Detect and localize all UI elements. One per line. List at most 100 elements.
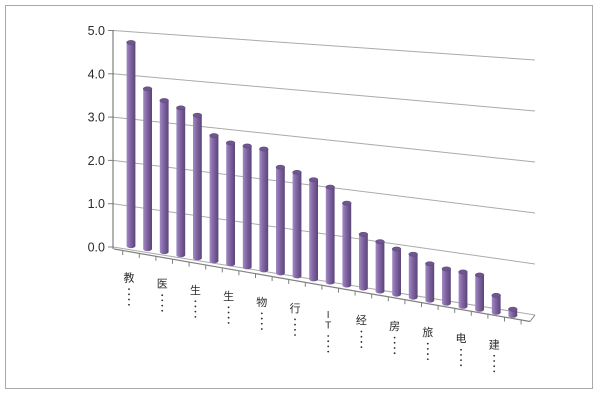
y-tick-label: 5.0 (88, 24, 105, 38)
label-ellipsis-dot (161, 309, 164, 312)
bar-top-cap (225, 140, 236, 146)
x-label-char: 生 (223, 289, 234, 303)
label-ellipsis-dot (460, 348, 462, 351)
x-category-label: IT (325, 310, 331, 353)
label-ellipsis-dot (161, 299, 164, 302)
bar (441, 266, 452, 306)
bar (259, 146, 269, 273)
label-ellipsis-dot (426, 342, 429, 345)
label-ellipsis-dot (360, 341, 363, 343)
label-ellipsis-dot (194, 300, 197, 303)
x-category-label: 行 (290, 302, 301, 336)
label-ellipsis-dot (460, 359, 462, 362)
bar-top-cap (259, 146, 269, 152)
bar-top-cap (292, 170, 302, 175)
label-ellipsis-dot (360, 335, 363, 338)
label-ellipsis-dot (128, 288, 130, 291)
x-category-label: 房 (389, 320, 400, 355)
bar-top-cap (408, 251, 418, 257)
bar (225, 140, 236, 267)
label-ellipsis-dot (460, 364, 462, 367)
bar-top-cap (474, 272, 485, 278)
label-ellipsis-dot (227, 306, 230, 309)
label-ellipsis-dot (393, 341, 396, 344)
label-ellipsis-dot (128, 303, 130, 306)
label-ellipsis-dot (294, 334, 296, 336)
x-category-label: 经 (356, 314, 367, 349)
bar-top-cap (325, 184, 335, 190)
label-ellipsis-dot (327, 345, 330, 348)
bar (159, 98, 169, 255)
label-ellipsis-dot (493, 370, 496, 373)
label-ellipsis-dot (260, 312, 263, 315)
bar (458, 269, 468, 309)
gridlines (108, 30, 536, 316)
bar-top-cap (142, 86, 153, 92)
x-label-char: 物 (256, 295, 267, 309)
bar (508, 306, 518, 318)
bar-top-cap (275, 164, 286, 170)
x-category-label: 建 (489, 337, 500, 373)
gridline (112, 116, 536, 163)
label-ellipsis-dot (260, 328, 263, 330)
label-ellipsis-dot (426, 353, 429, 355)
bar (391, 246, 402, 297)
gridline (112, 203, 536, 265)
label-ellipsis-dot (194, 305, 197, 308)
label-ellipsis-dot (327, 335, 330, 337)
bar (325, 184, 335, 285)
bar-top-cap (209, 133, 219, 138)
x-label-char: T (325, 320, 331, 331)
label-ellipsis-dot (260, 322, 263, 325)
y-tick-label: 3.0 (88, 111, 105, 125)
bar-top-cap (375, 239, 385, 244)
label-ellipsis-dot (227, 316, 230, 319)
x-label-char: 建 (489, 337, 500, 351)
x-category-label: 生 (223, 289, 234, 324)
x-category-label: 电 (456, 332, 467, 367)
label-ellipsis-dot (227, 322, 230, 324)
bar (176, 105, 186, 258)
bar-top-cap (425, 261, 435, 267)
y-tick-label: 4.0 (88, 67, 105, 81)
bar (292, 170, 302, 279)
bar-top-cap (391, 246, 402, 252)
bar-top-cap (508, 306, 518, 312)
bar (474, 272, 485, 312)
x-label-char: 医 (157, 279, 168, 291)
x-label-char: 教 (124, 272, 135, 285)
x-label-char: I (327, 310, 330, 321)
label-ellipsis-dot (294, 318, 296, 321)
x-label-char: 经 (356, 314, 367, 327)
bar-top-cap (176, 105, 186, 111)
label-ellipsis-dot (426, 347, 429, 350)
bar-top-cap (192, 112, 203, 118)
label-ellipsis-dot (128, 298, 130, 301)
label-ellipsis-dot (493, 354, 496, 357)
label-ellipsis-dot (294, 323, 296, 326)
y-axis-labels: 5.0 4.0 3.0 2.0 1.0 0.0 (88, 24, 105, 255)
label-ellipsis-dot (393, 347, 396, 349)
bar (491, 292, 501, 315)
label-ellipsis-dot (327, 340, 330, 343)
bar (425, 261, 435, 303)
x-category-label: 物 (256, 295, 267, 330)
y-tick-label: 0.0 (88, 241, 105, 255)
label-ellipsis-dot (360, 330, 363, 333)
x-label-char: 电 (456, 332, 467, 345)
label-ellipsis-dot (393, 336, 396, 339)
bar-top-cap (491, 292, 501, 298)
bar (142, 86, 153, 252)
bar (126, 40, 136, 249)
x-category-label: 医 (157, 279, 168, 312)
y-tick-label: 2.0 (88, 154, 105, 168)
bar-top-cap (242, 143, 252, 149)
y-tick-label: 1.0 (88, 197, 105, 211)
label-ellipsis-dot (426, 358, 429, 361)
x-label-char: 生 (190, 283, 201, 297)
bar (242, 143, 252, 270)
bar-top-cap (458, 269, 468, 275)
bar (275, 164, 286, 276)
